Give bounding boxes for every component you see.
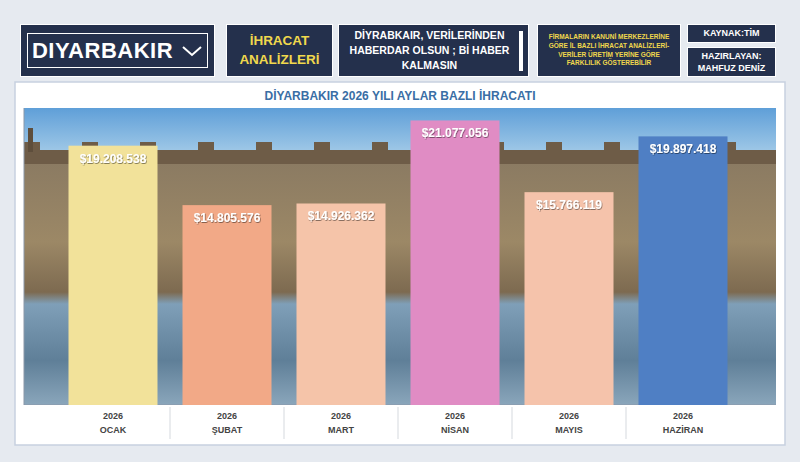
x-tick-line: 2026 <box>217 411 237 421</box>
x-tick-line: 2026 <box>103 411 123 421</box>
wall-tower <box>256 142 272 154</box>
wall-tower <box>546 142 562 154</box>
x-tick-line: 2026 <box>445 411 465 421</box>
chart-panel <box>15 82 785 445</box>
bar <box>183 205 272 405</box>
data-label: $14.926.362 <box>308 209 375 223</box>
chevron-line <box>183 47 201 55</box>
x-tick-line: NİSAN <box>441 425 469 435</box>
bar <box>411 120 500 405</box>
x-tick-label: 2026 HAZİRAN <box>663 411 704 435</box>
bar <box>525 192 614 405</box>
data-label: $15.766.119 <box>536 198 602 212</box>
chart: DİYARBAKIR 2026 YILI AYLAR BAZLI İHRACAT… <box>0 0 800 462</box>
category-separator <box>398 407 399 439</box>
source-box: KAYNAK:TİM <box>687 24 776 43</box>
category-separator <box>284 407 285 439</box>
data-label: $14.805.576 <box>194 211 261 225</box>
bar <box>69 146 158 405</box>
x-tick-label: 2026 NİSAN <box>441 411 469 435</box>
wall-tower <box>372 142 388 154</box>
source: KAYNAK:TİM <box>700 27 762 39</box>
x-tick-line: MAYIS <box>555 425 583 435</box>
category-separator <box>626 407 627 439</box>
category-band <box>24 405 776 441</box>
x-tick-label: 2026 OCAK <box>100 411 127 435</box>
bar <box>639 136 728 405</box>
wall-tower <box>604 142 620 154</box>
note-box: FİRMALARIN KANUNİ MERKEZLERİNE GÖRE İL B… <box>537 24 681 77</box>
x-tick-line: OCAK <box>100 425 127 435</box>
data-label: $19.897.418 <box>650 142 717 156</box>
note: FİRMALARIN KANUNİ MERKEZLERİNE GÖRE İL B… <box>538 33 680 68</box>
dropdown-box[interactable]: DIYARBAKIR <box>20 24 215 77</box>
wall-tower <box>314 142 330 154</box>
category-separator <box>170 407 171 439</box>
slogan-box: DİYRABKAIR, VERİLERİNDEN HABERDAR OLSUN … <box>338 24 529 77</box>
x-tick-label: 2026 ŞUBAT <box>212 411 243 435</box>
author: HAZIRLAYAN: MAHFUZ DENİZ <box>688 50 775 74</box>
x-tick-line: 2026 <box>331 411 351 421</box>
slogan: DİYRABKAIR, VERİLERİNDEN HABERDAR OLSUN … <box>339 28 528 72</box>
y-axis-line <box>24 108 25 405</box>
x-tick-line: ŞUBAT <box>212 425 243 435</box>
x-tick-line: 2026 <box>673 411 693 421</box>
section-box: İHRACAT ANALİZLERİ <box>226 24 333 77</box>
author-box: HAZIRLAYAN: MAHFUZ DENİZ <box>687 47 776 77</box>
data-label: $21.077.056 <box>422 126 489 140</box>
x-tick-label: 2026 MAYIS <box>555 411 583 435</box>
x-tick-line: HAZİRAN <box>663 425 704 435</box>
category-separator <box>512 407 513 439</box>
dropdown-frame[interactable]: DIYARBAKIR <box>27 33 208 68</box>
x-tick-line: MART <box>328 425 354 435</box>
plot-background <box>24 108 776 405</box>
bar <box>297 203 386 405</box>
chart-title: DİYARBAKIR 2026 YILI AYLAR BAZLI İHRACAT… <box>265 88 536 103</box>
x-tick-label: 2026 MART <box>328 411 354 435</box>
wall-tower <box>198 142 214 154</box>
dropdown-label[interactable]: DIYARBAKIR <box>32 38 173 64</box>
data-label: $19.208.538 <box>80 152 147 166</box>
dropdown-chevron[interactable] <box>181 44 203 58</box>
slogan-bar <box>519 31 523 71</box>
section-title: İHRACAT ANALİZLERİ <box>227 32 332 68</box>
minaret <box>28 128 33 152</box>
x-tick-line: 2026 <box>559 411 579 421</box>
